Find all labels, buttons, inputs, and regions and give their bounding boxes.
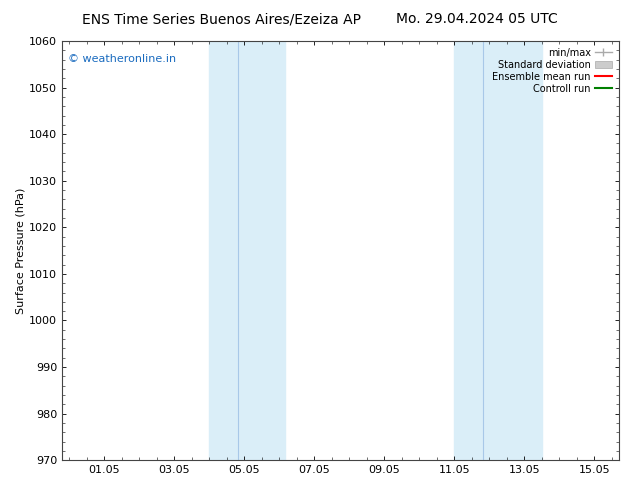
Bar bbox=[209, 41, 285, 460]
Text: ENS Time Series Buenos Aires/Ezeiza AP: ENS Time Series Buenos Aires/Ezeiza AP bbox=[82, 12, 361, 26]
Text: © weatheronline.in: © weatheronline.in bbox=[68, 53, 176, 64]
Legend: min/max, Standard deviation, Ensemble mean run, Controll run: min/max, Standard deviation, Ensemble me… bbox=[490, 46, 614, 96]
Text: Mo. 29.04.2024 05 UTC: Mo. 29.04.2024 05 UTC bbox=[396, 12, 558, 26]
Y-axis label: Surface Pressure (hPa): Surface Pressure (hPa) bbox=[15, 187, 25, 314]
Bar bbox=[455, 41, 542, 460]
